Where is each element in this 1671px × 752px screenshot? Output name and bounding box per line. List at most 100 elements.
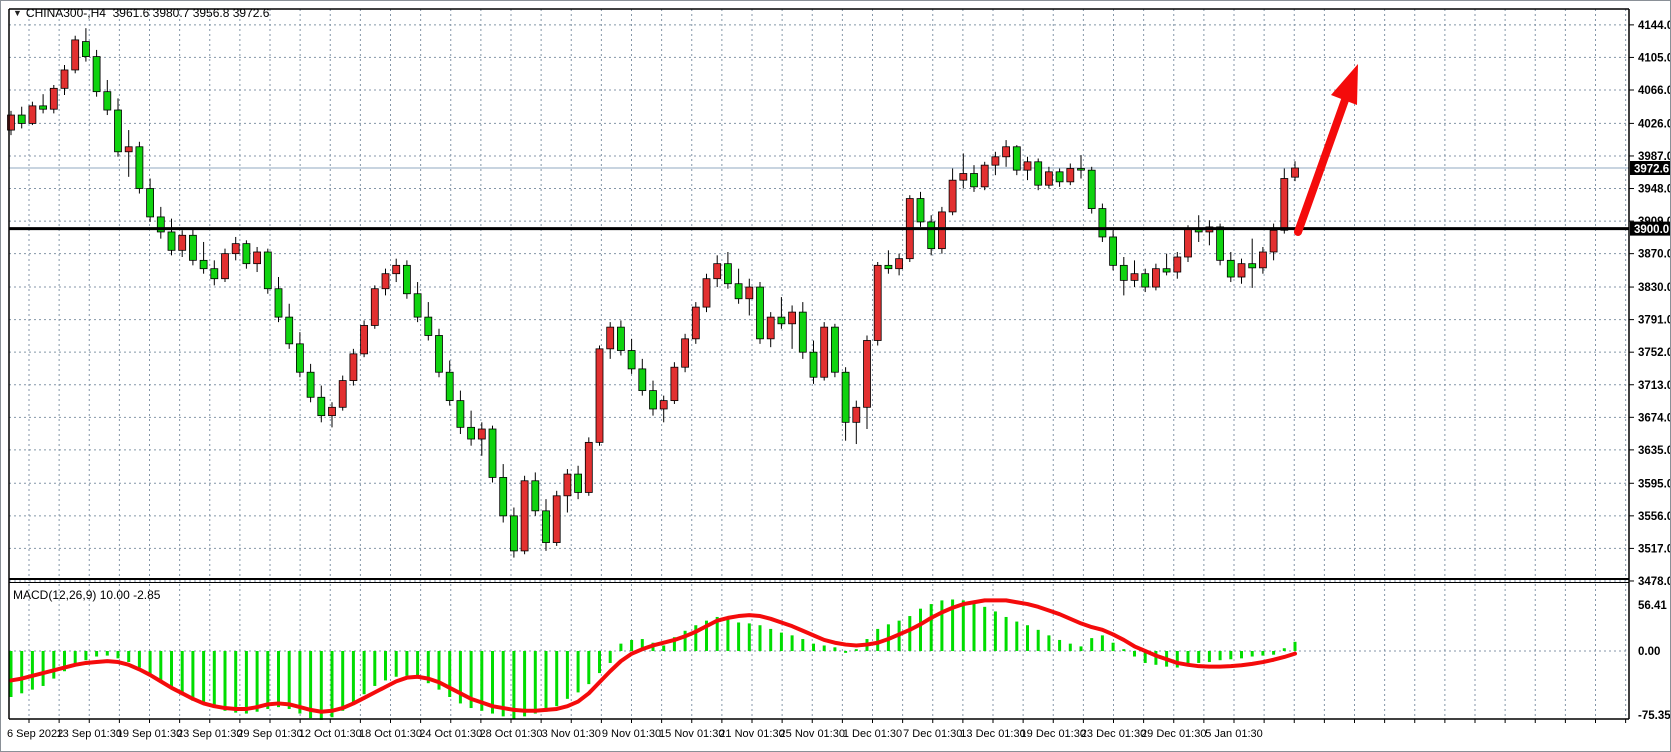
candle-down	[317, 396, 326, 417]
candle-down	[927, 221, 936, 250]
price-tick-label: 3595.0	[1638, 478, 1670, 490]
candle-up	[338, 380, 347, 408]
candle-down	[1141, 273, 1150, 288]
candle-up	[360, 325, 369, 355]
price-tick-label: 3674.0	[1638, 412, 1670, 424]
date-tick-label: 21 Nov 01:30	[719, 728, 784, 740]
price-tick-label: 3478.0	[1638, 576, 1670, 588]
chevron-down-icon[interactable]: ▼	[13, 8, 22, 18]
candle-down	[306, 371, 315, 398]
trend-arrow-shaft[interactable]	[1294, 96, 1349, 236]
date-tick-label: 29 Sep 01:30	[237, 728, 302, 740]
price-tick-label: 3987.0	[1638, 151, 1670, 163]
price-tick-label: 3948.0	[1638, 184, 1670, 196]
candle-down	[167, 231, 176, 251]
candle-up	[253, 251, 262, 265]
candle-down	[831, 326, 839, 373]
candle-up	[1066, 168, 1075, 183]
candle-up	[71, 39, 80, 71]
candle-up	[328, 406, 336, 417]
candle-up	[595, 348, 604, 443]
candle-down	[242, 243, 251, 265]
candle-down	[627, 350, 636, 370]
axes-layer[interactable]: 4144.04105.04066.04026.03987.03948.03909…	[7, 8, 1670, 740]
candle-down	[92, 56, 101, 93]
candle-up	[563, 473, 572, 497]
annotations-layer[interactable]	[9, 64, 1629, 236]
candle-down	[649, 390, 657, 410]
date-tick-label: 23 Sep 01:30	[177, 728, 242, 740]
macd-tick-label: -75.35	[1638, 710, 1670, 722]
candle-down	[1216, 226, 1224, 261]
candle-down	[798, 311, 807, 353]
price-tick-label: 3791.0	[1638, 315, 1670, 327]
candle-up	[584, 441, 593, 493]
candle-down	[734, 283, 743, 300]
candle-up	[552, 495, 561, 543]
candle-up	[670, 366, 679, 402]
candle-up	[895, 258, 903, 270]
candle-down	[263, 251, 272, 290]
candle-up	[178, 234, 187, 251]
date-tick-label: 15 Nov 01:30	[659, 728, 724, 740]
price-tick-label: 4066.0	[1638, 85, 1670, 97]
price-tick-label: 3752.0	[1638, 347, 1670, 359]
candle-up	[852, 406, 861, 423]
candle-up	[370, 288, 379, 326]
candle-up	[231, 243, 240, 255]
date-tick-label: 28 Oct 01:30	[480, 728, 543, 740]
date-tick-label: 1 Dec 01:30	[843, 728, 902, 740]
candle-down	[574, 473, 582, 493]
macd-name: MACD(12,26,9)	[13, 588, 97, 602]
trend-arrow-head-icon[interactable]	[1331, 64, 1358, 105]
candle-down	[156, 216, 165, 233]
date-tick-label: 13 Sep 01:30	[57, 728, 122, 740]
candle-down	[402, 264, 411, 295]
price-tick-label: 3830.0	[1638, 282, 1670, 294]
candle-down	[285, 316, 294, 345]
candle-up	[873, 264, 882, 341]
candle-down	[916, 198, 925, 223]
price-marker-value: 3900.0	[1634, 224, 1669, 236]
candle-up	[1269, 229, 1278, 253]
grid-layer	[9, 9, 1629, 719]
candle-down	[1087, 169, 1096, 209]
candle-up	[381, 273, 390, 290]
macd-tick-label: 56.41	[1638, 600, 1667, 612]
candle-up	[221, 253, 229, 280]
candle-up	[863, 340, 871, 408]
candle-down	[17, 114, 26, 124]
date-tick-label: 24 Oct 01:30	[419, 728, 482, 740]
candle-down	[777, 316, 786, 325]
candle-up	[1045, 171, 1053, 186]
candle-up	[980, 164, 989, 188]
candle-down	[488, 428, 497, 478]
candle-down	[146, 188, 155, 218]
candle-down	[82, 41, 90, 57]
date-tick-label: 29 Dec 01:30	[1141, 728, 1206, 740]
candle-up	[788, 311, 796, 325]
date-tick-label: 19 Sep 01:30	[117, 728, 182, 740]
candle-down	[1109, 236, 1117, 266]
candle-up	[702, 278, 711, 308]
date-tick-label: 13 Dec 01:30	[960, 728, 1025, 740]
candle-down	[809, 351, 818, 378]
candle-down	[1077, 168, 1085, 171]
candle-up	[7, 114, 15, 131]
candle-down	[1098, 208, 1107, 238]
candle-down	[114, 109, 122, 153]
price-tick-label: 3713.0	[1638, 380, 1670, 392]
candle-up	[691, 306, 700, 340]
candle-down	[103, 91, 112, 111]
candle-down	[638, 368, 647, 391]
candle-up	[392, 264, 401, 275]
date-tick-label: 12 Oct 01:30	[299, 728, 362, 740]
candle-up	[1237, 263, 1246, 278]
candles-layer[interactable]	[7, 28, 1299, 558]
candle-down	[39, 105, 47, 110]
candle-up	[991, 156, 1000, 166]
candle-up	[820, 326, 829, 378]
candle-up	[477, 428, 486, 440]
candle-down	[756, 286, 764, 340]
